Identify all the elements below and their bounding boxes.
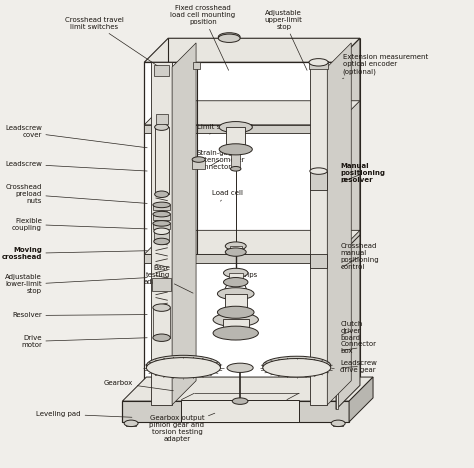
Ellipse shape (153, 334, 170, 342)
Text: Moving
crosshead: Moving crosshead (1, 247, 147, 260)
Polygon shape (144, 38, 360, 62)
Text: Leadscrew
cover: Leadscrew cover (5, 125, 147, 148)
Text: Base
testing
adapter: Base testing adapter (143, 265, 193, 293)
Ellipse shape (153, 202, 170, 208)
Ellipse shape (213, 313, 258, 327)
Ellipse shape (153, 220, 170, 226)
Text: Adjustable
lower-limit
stop: Adjustable lower-limit stop (5, 275, 147, 294)
Bar (122, 401, 349, 422)
Text: Flexible
coupling: Flexible coupling (12, 218, 147, 231)
Polygon shape (144, 385, 360, 410)
Text: Limit switch rod: Limit switch rod (197, 124, 252, 134)
Ellipse shape (227, 363, 253, 373)
Bar (151, 62, 172, 405)
Bar (192, 160, 205, 169)
Text: Leveling pad: Leveling pad (36, 411, 132, 417)
Bar (155, 114, 168, 124)
Text: Connector
box: Connector box (340, 341, 376, 354)
Text: Resolver: Resolver (12, 313, 147, 319)
Ellipse shape (219, 144, 252, 155)
Ellipse shape (219, 34, 240, 43)
Ellipse shape (155, 191, 169, 197)
Text: Strain-gage
extensometer
connector: Strain-gage extensometer connector (197, 149, 245, 169)
Text: Grips: Grips (228, 272, 258, 282)
Ellipse shape (225, 248, 246, 256)
Ellipse shape (213, 326, 258, 340)
Text: Gearbox: Gearbox (104, 380, 173, 391)
Ellipse shape (219, 122, 252, 133)
Bar (229, 273, 243, 282)
Ellipse shape (310, 168, 327, 175)
Bar (153, 223, 170, 229)
Text: Crosshead
preload
nuts: Crosshead preload nuts (5, 184, 147, 204)
Bar (154, 231, 170, 241)
Bar (309, 61, 328, 69)
Bar (153, 214, 170, 219)
Polygon shape (349, 377, 373, 422)
Bar (144, 125, 336, 133)
Ellipse shape (225, 242, 246, 250)
Text: Leadscrew: Leadscrew (5, 161, 147, 171)
Polygon shape (336, 38, 360, 410)
Bar (225, 294, 246, 312)
Bar (144, 62, 336, 410)
Text: Crosshead travel
limit switches: Crosshead travel limit switches (64, 17, 165, 71)
Bar (181, 400, 299, 422)
Polygon shape (144, 101, 360, 125)
Text: Load cell: Load cell (212, 190, 243, 201)
Polygon shape (327, 43, 351, 405)
Text: Crosshead
manual
positioning
control: Crosshead manual positioning control (340, 243, 379, 270)
Ellipse shape (331, 420, 345, 426)
Text: Clutch
driver
board: Clutch driver board (340, 321, 363, 341)
Bar (155, 127, 169, 194)
Ellipse shape (192, 157, 205, 162)
Polygon shape (122, 377, 373, 401)
Text: Fixed crosshead
load cell mounting
position: Fixed crosshead load cell mounting posit… (171, 5, 236, 70)
Bar (333, 421, 343, 426)
Bar (153, 307, 170, 338)
Bar (223, 319, 249, 333)
Ellipse shape (224, 278, 248, 287)
Ellipse shape (218, 306, 254, 318)
Polygon shape (144, 230, 360, 255)
Ellipse shape (146, 355, 220, 376)
Bar (154, 65, 170, 76)
Bar (229, 246, 242, 252)
Ellipse shape (263, 356, 331, 375)
Bar (126, 421, 137, 426)
Text: Gearbox output
pinion gear and
torsion testing
adapter: Gearbox output pinion gear and torsion t… (149, 413, 215, 442)
Bar (231, 150, 240, 169)
Polygon shape (336, 235, 360, 410)
Ellipse shape (263, 358, 331, 377)
Ellipse shape (230, 167, 241, 171)
Text: Manual
positioning
resolver: Manual positioning resolver (340, 163, 385, 183)
Ellipse shape (232, 398, 248, 404)
Ellipse shape (154, 228, 170, 234)
Bar (310, 62, 327, 405)
Ellipse shape (309, 58, 328, 66)
Ellipse shape (124, 420, 138, 426)
Bar (153, 205, 170, 211)
Ellipse shape (155, 124, 169, 131)
Ellipse shape (218, 288, 254, 300)
Text: Leadscrew
drive gear: Leadscrew drive gear (340, 360, 377, 373)
Bar (226, 127, 246, 149)
Ellipse shape (154, 238, 170, 245)
Ellipse shape (224, 268, 248, 278)
Ellipse shape (146, 358, 220, 378)
Text: Extension measurement
optical encoder
(optional): Extension measurement optical encoder (o… (343, 54, 428, 79)
Ellipse shape (219, 33, 240, 41)
Ellipse shape (153, 212, 170, 217)
Bar (144, 255, 336, 263)
Text: Adjustable
upper-limit
stop: Adjustable upper-limit stop (265, 10, 307, 70)
Ellipse shape (153, 304, 170, 311)
Bar (310, 255, 327, 268)
Bar (152, 278, 171, 292)
Text: Drive
motor: Drive motor (21, 335, 147, 348)
Polygon shape (172, 43, 196, 405)
Bar (310, 171, 327, 190)
Bar (336, 259, 338, 410)
Bar (193, 62, 200, 69)
